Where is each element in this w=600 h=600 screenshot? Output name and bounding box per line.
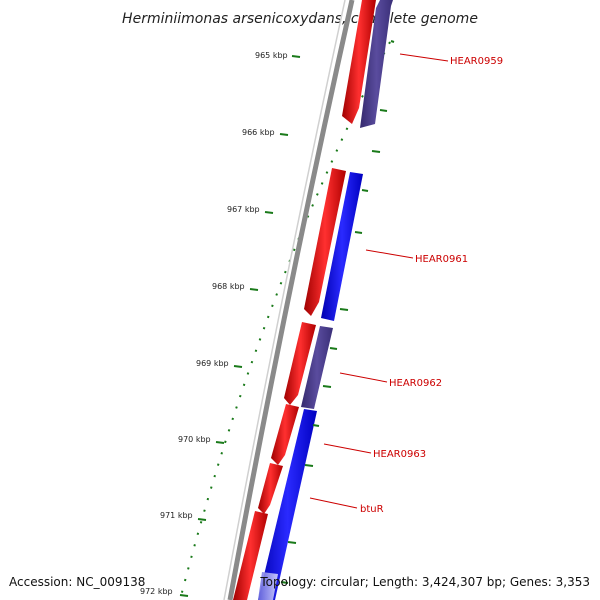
scale-tick-label: 971 kbp	[160, 511, 193, 520]
gene-arrow-hear0963-highlight	[258, 572, 278, 600]
backbone-inner	[223, 0, 346, 600]
gene-arrow-hear0962-reverse	[301, 326, 333, 409]
gene-arrow-btur-forward	[258, 463, 283, 514]
gene-arrow-hear0959-reverse	[360, 0, 393, 128]
scale-track	[179, 41, 391, 600]
gene-arrow-hear0963-reverse	[258, 409, 317, 600]
gene-arrow-hear0961-forward	[304, 168, 346, 316]
scale-tick-label: 968 kbp	[212, 282, 245, 291]
accession-text: Accession: NC_009138	[9, 575, 145, 589]
scale-tick-label: 969 kbp	[196, 359, 229, 368]
map-title: Herminiimonas arsenicoxydans, complete g…	[122, 11, 478, 27]
gene-label-hear0959: HEAR0959	[450, 56, 503, 67]
gene-arrow-hear0962-forward	[284, 322, 316, 405]
gene-arrow-hear0959-forward	[342, 0, 376, 124]
backbone-outer	[227, 0, 355, 600]
gene-label-btur: btuR	[360, 504, 384, 515]
gene-arrow-next-forward	[233, 511, 268, 600]
gene-arrow-hear0961-reverse	[321, 172, 363, 321]
scale-ticks: 965 kbp 966 kbp 967 kbp 968 kbp 969 kbp …	[140, 51, 301, 597]
topology-text: Topology: circular; Length: 3,424,307 bp…	[259, 575, 590, 589]
gene-labels: HEAR0959 HEAR0961 HEAR0962 HEAR0963 btuR	[309, 53, 503, 515]
scale-tick-label: 966 kbp	[242, 128, 275, 137]
scale-tick-label: 965 kbp	[255, 51, 288, 60]
scale-tick-label: 967 kbp	[227, 205, 260, 214]
scale-tick-label: 970 kbp	[178, 435, 211, 444]
gene-label-hear0961: HEAR0961	[415, 254, 468, 265]
gene-label-hear0962: HEAR0962	[389, 378, 442, 389]
scale-tick-label: 972 kbp	[140, 587, 173, 596]
gene-arrow-hear0963-forward	[271, 404, 299, 465]
outer-ticks	[280, 40, 395, 584]
gene-label-hear0963: HEAR0963	[373, 449, 426, 460]
